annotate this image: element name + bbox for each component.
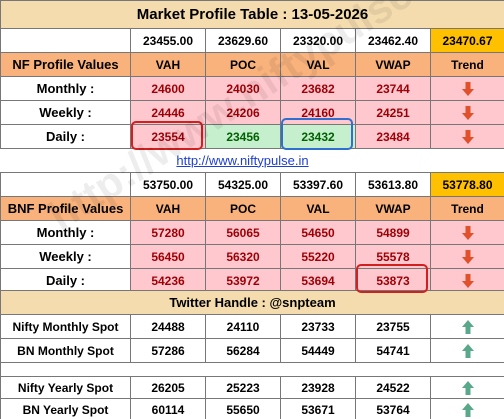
value-cell: 24600 bbox=[130, 76, 206, 101]
arrow-icon bbox=[461, 343, 474, 358]
highlight-outline bbox=[131, 121, 203, 150]
spot-value: 23755 bbox=[355, 314, 431, 339]
value-cell: 23554 bbox=[130, 124, 206, 149]
trend-up-arrow bbox=[430, 314, 504, 339]
section-label: NF Profile Values bbox=[0, 52, 131, 77]
row-label: Monthly : bbox=[0, 76, 131, 101]
spot-label: Nifty Monthly Spot bbox=[0, 314, 131, 339]
value-cell: 54650 bbox=[280, 220, 356, 245]
website-link: http://www.niftypulse.in bbox=[176, 152, 309, 168]
trend-up-arrow bbox=[430, 338, 504, 363]
spot-label: BN Monthly Spot bbox=[0, 338, 131, 363]
row-label: Monthly : bbox=[0, 220, 131, 245]
spot-value: 25223 bbox=[205, 376, 281, 399]
level-value: 23462.40 bbox=[355, 28, 431, 53]
arrow-icon bbox=[461, 129, 474, 144]
section-label: BNF Profile Values bbox=[0, 196, 131, 221]
arrow-icon bbox=[461, 81, 474, 96]
trend-down-arrow bbox=[430, 244, 504, 269]
arrow-icon bbox=[461, 380, 474, 395]
arrow-icon bbox=[461, 105, 474, 120]
value-cell: 23682 bbox=[280, 76, 356, 101]
trend-down-arrow bbox=[430, 76, 504, 101]
value-cell: 24251 bbox=[355, 100, 431, 125]
spot-value: 24110 bbox=[205, 314, 281, 339]
spot-value: 23733 bbox=[280, 314, 356, 339]
spot-value: 55650 bbox=[205, 398, 281, 419]
column-header: VWAP bbox=[355, 196, 431, 221]
level-value: 54325.00 bbox=[205, 172, 281, 197]
arrow-icon bbox=[461, 225, 474, 240]
value-cell: 24446 bbox=[130, 100, 206, 125]
column-header: VAH bbox=[130, 196, 206, 221]
value-cell: 56450 bbox=[130, 244, 206, 269]
empty-cell bbox=[0, 28, 131, 53]
row-label: Weekly : bbox=[0, 244, 131, 269]
spot-value: 24488 bbox=[130, 314, 206, 339]
column-header: Trend bbox=[430, 196, 504, 221]
level-value: 53750.00 bbox=[130, 172, 206, 197]
value-cell: 23484 bbox=[355, 124, 431, 149]
row-label: Weekly : bbox=[0, 100, 131, 125]
arrow-icon bbox=[461, 402, 474, 417]
value-cell: 54236 bbox=[130, 268, 206, 293]
value-cell: 23456 bbox=[205, 124, 281, 149]
value-cell: 55220 bbox=[280, 244, 356, 269]
column-header: POC bbox=[205, 196, 281, 221]
arrow-icon bbox=[461, 249, 474, 264]
spot-value: 24522 bbox=[355, 376, 431, 399]
level-value: 23629.60 bbox=[205, 28, 281, 53]
value-cell: 57280 bbox=[130, 220, 206, 245]
level-value: 23470.67 bbox=[430, 28, 504, 53]
arrow-icon bbox=[461, 273, 474, 288]
column-header: Trend bbox=[430, 52, 504, 77]
trend-down-arrow bbox=[430, 124, 504, 149]
highlight-outline bbox=[281, 118, 353, 150]
spot-value: 54449 bbox=[280, 338, 356, 363]
spot-value: 60114 bbox=[130, 398, 206, 419]
level-value: 23455.00 bbox=[130, 28, 206, 53]
spot-value: 53671 bbox=[280, 398, 356, 419]
level-value: 53397.60 bbox=[280, 172, 356, 197]
trend-up-arrow bbox=[430, 398, 504, 419]
spot-value: 54741 bbox=[355, 338, 431, 363]
spot-value: 53764 bbox=[355, 398, 431, 419]
value-cell: 56065 bbox=[205, 220, 281, 245]
trend-down-arrow bbox=[430, 268, 504, 293]
value-cell: 54899 bbox=[355, 220, 431, 245]
table-title: Market Profile Table : 13-05-2026 bbox=[0, 0, 504, 29]
level-value: 23320.00 bbox=[280, 28, 356, 53]
column-header: VWAP bbox=[355, 52, 431, 77]
spot-value: 26205 bbox=[130, 376, 206, 399]
value-cell: 56320 bbox=[205, 244, 281, 269]
value-cell: 24206 bbox=[205, 100, 281, 125]
spot-label: Nifty Yearly Spot bbox=[0, 376, 131, 399]
spot-value: 23928 bbox=[280, 376, 356, 399]
trend-down-arrow bbox=[430, 220, 504, 245]
row-label: Daily : bbox=[0, 124, 131, 149]
level-value: 53613.80 bbox=[355, 172, 431, 197]
value-cell: 24030 bbox=[205, 76, 281, 101]
level-value: 53778.80 bbox=[430, 172, 504, 197]
spot-value: 57286 bbox=[130, 338, 206, 363]
spot-label: BN Yearly Spot bbox=[0, 398, 131, 419]
column-header: POC bbox=[205, 52, 281, 77]
arrow-icon bbox=[461, 319, 474, 334]
empty-cell bbox=[0, 172, 131, 197]
column-header: VAL bbox=[280, 196, 356, 221]
value-cell: 53873 bbox=[355, 268, 431, 293]
value-cell: 23744 bbox=[355, 76, 431, 101]
trend-up-arrow bbox=[430, 376, 504, 399]
spacer-row bbox=[0, 362, 504, 377]
twitter-handle: Twitter Handle : @snpteam bbox=[0, 290, 504, 315]
highlight-outline bbox=[356, 264, 428, 293]
column-header: VAL bbox=[280, 52, 356, 77]
column-header: VAH bbox=[130, 52, 206, 77]
row-label: Daily : bbox=[0, 268, 131, 293]
trend-down-arrow bbox=[430, 100, 504, 125]
spot-value: 56284 bbox=[205, 338, 281, 363]
